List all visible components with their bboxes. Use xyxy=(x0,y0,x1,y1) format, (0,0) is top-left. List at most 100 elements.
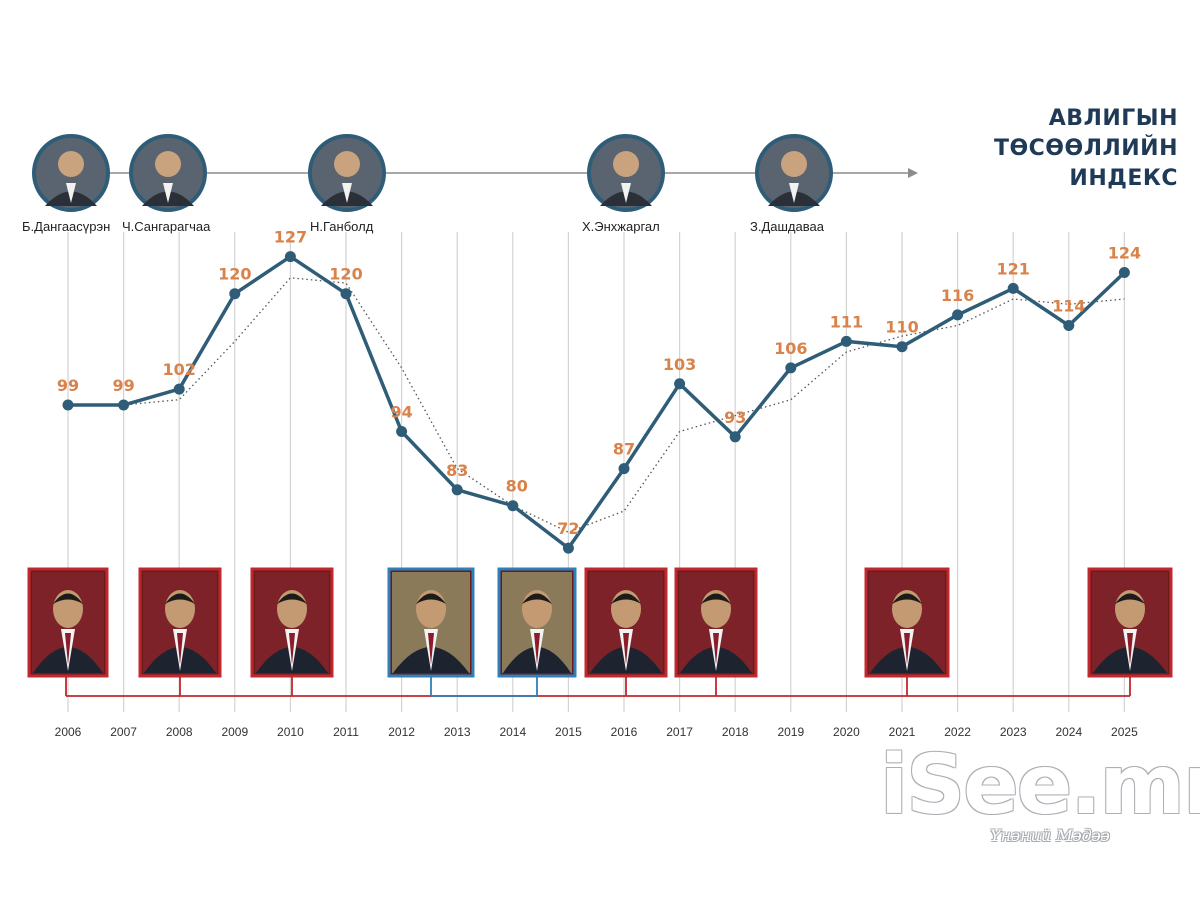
year-label: 2017 xyxy=(666,725,693,739)
index-point xyxy=(785,362,797,374)
portrait-tie xyxy=(534,633,540,665)
year-label: 2016 xyxy=(611,725,638,739)
index-point xyxy=(729,431,741,443)
data-label: 99 xyxy=(57,376,79,395)
bottom-portrait xyxy=(497,567,577,678)
year-label: 2022 xyxy=(944,725,971,739)
year-label: 2019 xyxy=(777,725,804,739)
data-label: 72 xyxy=(557,519,579,538)
year-label: 2009 xyxy=(221,725,248,739)
portrait-tie xyxy=(428,633,434,665)
index-point xyxy=(507,500,519,512)
year-label: 2011 xyxy=(333,725,359,739)
portrait-head xyxy=(58,151,84,177)
data-label: 106 xyxy=(774,339,807,358)
index-point xyxy=(1063,320,1075,331)
year-label: 2025 xyxy=(1111,725,1138,739)
top-person-name: З.Дашдаваа xyxy=(750,219,825,234)
index-line xyxy=(68,254,1126,550)
portrait-hair xyxy=(165,593,195,604)
bottom-portrait xyxy=(387,567,475,678)
portrait-shirt xyxy=(163,183,173,203)
index-point xyxy=(396,426,408,437)
data-label: 124 xyxy=(1108,244,1141,263)
year-label: 2018 xyxy=(722,725,749,739)
watermark-text: iSee.mn xyxy=(880,738,1200,833)
data-label: 99 xyxy=(112,376,134,395)
year-label: 2014 xyxy=(499,725,526,739)
portrait-shirt xyxy=(789,183,799,203)
data-label: 103 xyxy=(663,355,696,374)
bottom-portrait xyxy=(674,567,758,678)
index-point xyxy=(1118,267,1130,278)
portrait-tie xyxy=(713,633,719,665)
year-label: 2007 xyxy=(110,725,137,739)
index-point xyxy=(340,288,352,300)
top-person-name: Х.Энхжаргал xyxy=(582,219,660,234)
index-point xyxy=(1007,282,1019,294)
portrait-tie xyxy=(177,633,183,665)
year-label: 2021 xyxy=(889,725,916,739)
index-point xyxy=(451,484,463,496)
label-layer: 99 99 102 120 127 120 94 83 80 72 87 103 93 106 111 110… xyxy=(57,228,1141,538)
data-label: 120 xyxy=(329,265,362,284)
year-label: 2015 xyxy=(555,725,582,739)
chart-title: АВЛИГЫН ТӨСӨӨЛЛИЙН ИНДЕКС xyxy=(994,104,1178,194)
data-label: 127 xyxy=(274,228,307,247)
index-point xyxy=(562,542,574,554)
bottom-portrait xyxy=(138,567,222,678)
data-label: 114 xyxy=(1052,297,1085,316)
portrait-tie xyxy=(65,633,71,665)
portrait-hair xyxy=(522,593,552,604)
top-person-name: Б.Дангаасүрэн xyxy=(22,219,110,234)
year-label: 2008 xyxy=(166,725,193,739)
portrait-head xyxy=(781,151,807,177)
bottom-portrait xyxy=(1087,567,1173,678)
top-portrait xyxy=(587,134,665,212)
index-point xyxy=(840,335,852,347)
data-label: 116 xyxy=(941,286,974,305)
index-point xyxy=(284,251,296,263)
top-person-name: Н.Ганболд xyxy=(310,219,374,234)
index-point xyxy=(674,378,686,390)
portrait-tie xyxy=(904,633,910,665)
portrait-hair xyxy=(1115,593,1145,604)
watermark-logo: iSee.mn Үнэний Мэдээ xyxy=(880,738,1200,868)
data-label: 110 xyxy=(885,318,918,337)
watermark-tagline: Үнэний Мэдээ xyxy=(990,826,1110,845)
portrait-shirt xyxy=(621,183,631,203)
data-label: 93 xyxy=(724,408,746,427)
year-label: 2023 xyxy=(1000,725,1027,739)
year-label: 2020 xyxy=(833,725,860,739)
index-point xyxy=(173,383,185,395)
portrait-tie xyxy=(623,633,629,665)
year-label-layer: 2006 2007 2008 2009 2010 2011 2012 2013 2014 2015… xyxy=(55,725,1138,739)
index-point xyxy=(896,341,908,353)
year-label: 2010 xyxy=(277,725,304,739)
bottom-portrait xyxy=(27,567,109,678)
data-label: 87 xyxy=(613,440,635,459)
title-line: АВЛИГЫН xyxy=(1048,106,1178,131)
portrait-tie xyxy=(1127,633,1133,665)
data-label: 102 xyxy=(162,360,195,379)
top-portrait xyxy=(129,134,207,212)
bottom-portrait xyxy=(250,567,334,678)
top-person-name: Ч.Сангарагчаа xyxy=(122,219,211,234)
year-label: 2024 xyxy=(1055,725,1082,739)
index-point xyxy=(229,288,241,300)
portrait-head xyxy=(613,151,639,177)
bottom-portrait xyxy=(584,567,668,678)
top-portrait xyxy=(755,134,833,212)
bottom-people-layer xyxy=(27,567,1173,697)
data-label: 120 xyxy=(218,265,251,284)
top-people-layer: Б.Дангаасүрэн Ч.Сангарагчаа Н.Ганболд Х.Энх… xyxy=(22,134,918,234)
series-layer xyxy=(62,251,1130,554)
portrait-hair xyxy=(277,593,307,604)
title-line: ТӨСӨӨЛЛИЙН xyxy=(993,136,1178,161)
year-label: 2012 xyxy=(388,725,415,739)
portrait-tie xyxy=(289,633,295,665)
data-label: 121 xyxy=(996,259,1029,278)
portrait-hair xyxy=(53,593,83,604)
portrait-hair xyxy=(611,593,641,604)
